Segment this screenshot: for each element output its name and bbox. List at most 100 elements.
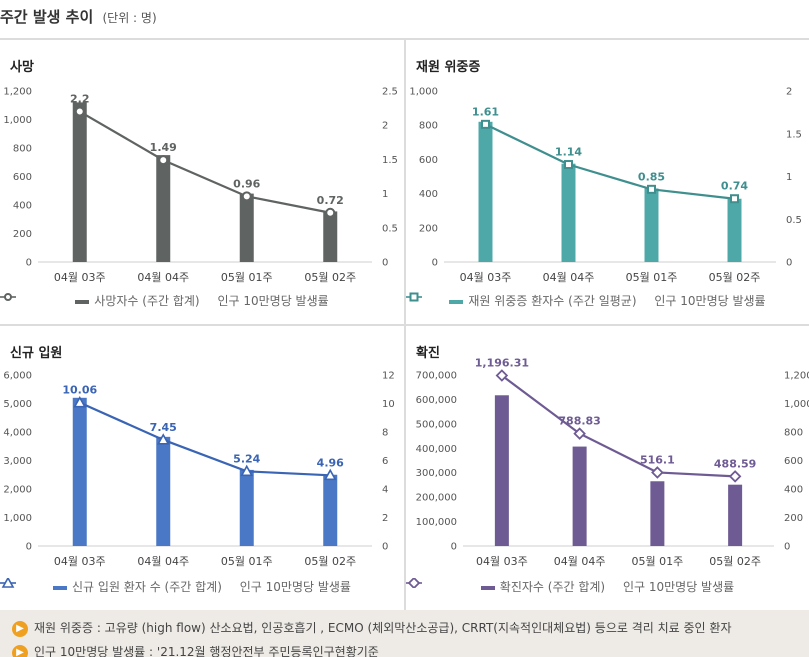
legend-line-item: 인구 10만명당 발생률 bbox=[406, 292, 766, 309]
y-left-tick-label: 100,000 bbox=[416, 517, 457, 528]
legend-line-item: 인구 10만명당 발생률 bbox=[406, 578, 734, 595]
y-left-tick-label: 600,000 bbox=[416, 395, 457, 406]
line-point-marker bbox=[495, 369, 509, 382]
bar bbox=[239, 469, 254, 546]
y-left-tick-label: 800 bbox=[13, 144, 32, 155]
line-point-marker bbox=[407, 578, 421, 588]
y-right-tick-label: 4 bbox=[382, 485, 388, 496]
data-label: 1,196.31 bbox=[475, 357, 529, 370]
x-category-label: 05월 02주 bbox=[304, 271, 356, 284]
bar bbox=[727, 198, 742, 262]
data-label: 516.1 bbox=[640, 453, 675, 466]
y-right-tick-label: 8 bbox=[382, 428, 388, 439]
y-left-tick-label: 5,000 bbox=[3, 399, 32, 410]
legend-line-item: 인구 10만명당 발생률 bbox=[0, 578, 351, 595]
footer-note-text: 인구 10만명당 발생률 : '21.12월 행정안전부 주민등록인구현황기준 bbox=[34, 645, 379, 657]
series-line bbox=[485, 123, 735, 200]
chart-title: 재원 위중증 bbox=[416, 60, 481, 75]
line-point-marker bbox=[158, 155, 169, 166]
y-right-tick-label: 12 bbox=[382, 371, 395, 382]
chart-title: 신규 입원 bbox=[10, 346, 63, 361]
data-label: 1.14 bbox=[555, 146, 582, 159]
chart-legend: 사망자수 (주간 합계) 인구 10만명당 발생률 bbox=[0, 292, 404, 309]
data-label: 788.83 bbox=[558, 415, 600, 428]
chart-panel-deaths: 사망 0 200 400 600 800 1,000 1,200 0 0.5 1 1.5 2 2.5 04… bbox=[0, 40, 404, 324]
footer-note-text: 재원 위중증 : 고유량 (high flow) 산소요법, 인공호흡기 , E… bbox=[34, 621, 732, 635]
bar bbox=[72, 397, 87, 546]
line-point-marker bbox=[728, 470, 742, 483]
data-label: 488.59 bbox=[714, 457, 756, 470]
data-label: 0.72 bbox=[317, 194, 344, 207]
y-left-tick-label: 400 bbox=[13, 201, 32, 212]
legend-line-swatch-svg bbox=[0, 578, 16, 588]
legend-bar-item: 신규 입원 환자 수 (주간 합계) bbox=[53, 578, 222, 595]
data-label: 0.74 bbox=[721, 180, 748, 193]
y-left-tick-label: 2,000 bbox=[3, 485, 32, 496]
chart-svg: 0 1,000 2,000 3,000 4,000 5,000 6,000 0 2 4 6 8 10 12… bbox=[3, 371, 395, 569]
y-left-tick-label: 500,000 bbox=[416, 419, 457, 430]
chart-legend: 재원 위중증 환자수 (주간 일평균) 인구 10만명당 발생률 bbox=[406, 292, 809, 309]
page-unit: (단위 : 명) bbox=[102, 11, 157, 25]
line-point-marker bbox=[325, 207, 336, 218]
x-category-label: 04월 04주 bbox=[543, 271, 595, 284]
legend-bar-swatch bbox=[75, 299, 90, 304]
y-right-tick-label: 600 bbox=[784, 456, 803, 467]
y-right-tick-label: 0 bbox=[784, 542, 790, 553]
y-right-tick-label: 0 bbox=[786, 258, 792, 269]
series-line bbox=[79, 401, 331, 477]
chart-svg: 0 200 400 600 800 1,000 1,200 0 0.5 1 1.5 2 2.5 04월 0… bbox=[3, 87, 398, 285]
legend-line-label: 인구 10만명당 발생률 bbox=[654, 294, 766, 308]
legend-bar-label: 신규 입원 환자 수 (주간 합계) bbox=[72, 580, 222, 594]
y-left-tick-label: 300,000 bbox=[416, 468, 457, 479]
y-right-tick-label: 0 bbox=[382, 258, 388, 269]
bar bbox=[650, 481, 665, 546]
legend-bar-swatch bbox=[449, 299, 464, 304]
y-right-tick-label: 1.5 bbox=[786, 129, 802, 140]
y-right-tick-label: 0 bbox=[382, 542, 388, 553]
line-point-marker bbox=[651, 466, 664, 479]
chart-legend: 신규 입원 환자 수 (주간 합계) 인구 10만명당 발생률 bbox=[0, 578, 404, 595]
y-left-tick-label: 0 bbox=[432, 258, 438, 269]
y-right-tick-label: 6 bbox=[382, 456, 388, 467]
y-left-tick-label: 200,000 bbox=[416, 493, 457, 504]
y-left-tick-label: 4,000 bbox=[3, 428, 32, 439]
legend-bar-swatch bbox=[480, 585, 495, 590]
bar bbox=[494, 395, 509, 546]
bar bbox=[644, 188, 659, 262]
data-label: 0.85 bbox=[638, 170, 665, 183]
y-right-tick-label: 1.5 bbox=[382, 155, 398, 166]
y-right-tick-label: 1 bbox=[382, 189, 388, 200]
bar bbox=[478, 121, 493, 262]
footer-note: ▶ 인구 10만명당 발생률 : '21.12월 행정안전부 주민등록인구현황기준 bbox=[12, 643, 379, 657]
page-title-text: 주간 발생 추이 bbox=[0, 8, 94, 26]
chart-legend: 확진자수 (주간 합계) 인구 10만명당 발생률 bbox=[406, 578, 809, 595]
legend-bar-item: 확진자수 (주간 합계) bbox=[480, 578, 605, 595]
chart-panel-confirmed: 확진 0 100,000 200,000 300,000 400,000 500,000 6… bbox=[406, 326, 809, 610]
y-right-tick-label: 200 bbox=[784, 513, 803, 524]
data-label: 7.45 bbox=[150, 421, 177, 434]
y-right-tick-label: 0.5 bbox=[382, 223, 398, 234]
x-category-label: 04월 03주 bbox=[460, 271, 512, 284]
y-left-tick-label: 600 bbox=[419, 155, 438, 166]
line-point-marker bbox=[730, 194, 739, 204]
speaker-icon: ▶ bbox=[12, 620, 28, 637]
chart-grid: 사망 0 200 400 600 800 1,000 1,200 0 0.5 1 1.5 2 2.5 04… bbox=[0, 38, 809, 610]
legend-bar-item: 재원 위중증 환자수 (주간 일평균) bbox=[449, 292, 637, 309]
data-label: 4.96 bbox=[317, 456, 344, 469]
x-category-label: 05월 02주 bbox=[304, 555, 356, 568]
line-point-marker bbox=[409, 292, 419, 302]
y-right-tick-label: 2 bbox=[382, 513, 388, 524]
x-category-label: 05월 01주 bbox=[632, 555, 684, 568]
data-label: 5.24 bbox=[233, 452, 260, 465]
x-category-label: 04월 03주 bbox=[54, 271, 106, 284]
footer-notes: ▶ 재원 위중증 : 고유량 (high flow) 산소요법, 인공호흡기 , … bbox=[0, 610, 809, 657]
line-point-marker bbox=[647, 184, 656, 194]
x-category-label: 05월 01주 bbox=[221, 555, 273, 568]
data-label: 0.96 bbox=[233, 177, 260, 190]
line-point-marker bbox=[4, 293, 12, 301]
y-left-tick-label: 0 bbox=[26, 258, 32, 269]
line-point-marker bbox=[1, 578, 15, 588]
y-left-tick-label: 1,000 bbox=[3, 115, 32, 126]
bar bbox=[323, 474, 338, 546]
line-point-marker bbox=[323, 468, 337, 481]
